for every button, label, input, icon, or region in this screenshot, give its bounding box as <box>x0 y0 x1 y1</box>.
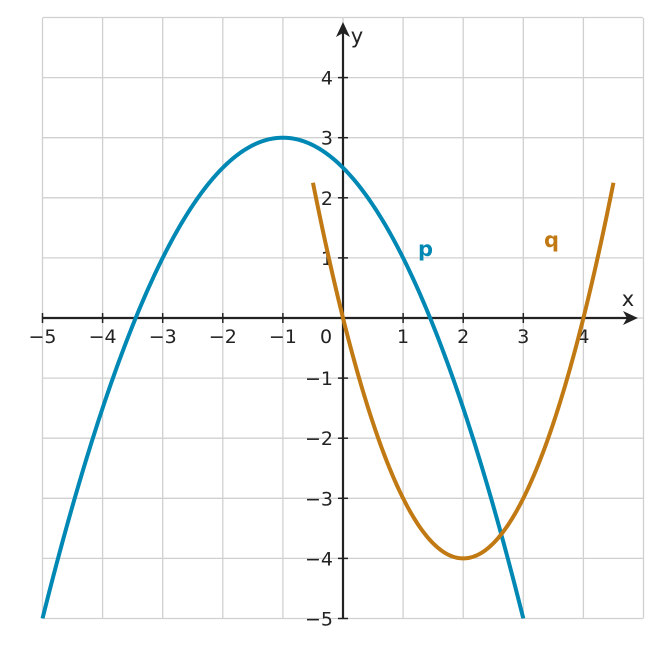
x-tick-label: 0 <box>320 326 332 348</box>
y-tick-label: −1 <box>305 368 333 390</box>
y-axis-label: y <box>351 24 363 48</box>
x-tick-label: −4 <box>89 326 117 348</box>
series-p-curve <box>40 135 526 619</box>
y-tick-label: −2 <box>305 428 333 450</box>
series-label-q: q <box>544 228 559 252</box>
x-tick-label: −3 <box>149 326 177 348</box>
x-axis-arrow <box>623 311 638 325</box>
x-tick-label: −5 <box>28 326 56 348</box>
y-tick-label: 3 <box>321 128 333 150</box>
series-label-p: p <box>418 237 433 261</box>
x-tick-label: 3 <box>517 326 529 348</box>
x-axis-label: x <box>622 287 634 311</box>
x-tick-label: −1 <box>269 326 297 348</box>
x-tick-label: 1 <box>397 326 409 348</box>
y-axis-arrow <box>336 22 350 37</box>
ticks <box>41 76 585 620</box>
x-tick-label: −2 <box>209 326 237 348</box>
y-tick-label: 2 <box>321 188 333 210</box>
y-tick-label: −3 <box>305 488 333 510</box>
axes <box>42 22 638 619</box>
series-q-curve <box>310 182 616 561</box>
x-tick-label: 2 <box>457 326 469 348</box>
y-tick-label: 4 <box>321 68 333 90</box>
y-tick-label: −4 <box>305 548 333 570</box>
curves <box>40 135 616 619</box>
y-tick-label: −5 <box>305 609 333 631</box>
